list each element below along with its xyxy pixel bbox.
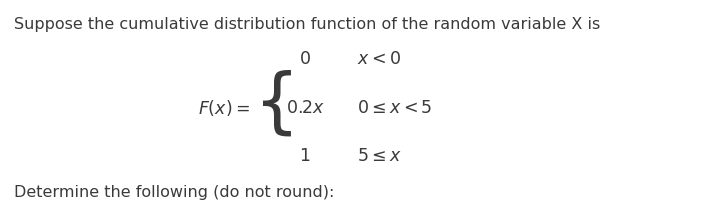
Text: Suppose the cumulative distribution function of the random variable X is: Suppose the cumulative distribution func…: [14, 17, 601, 32]
Text: $F(x) =$: $F(x) =$: [198, 98, 250, 118]
Text: $1$: $1$: [299, 147, 311, 165]
Text: $5 \leq x$: $5 \leq x$: [357, 147, 402, 165]
Text: $x < 0$: $x < 0$: [357, 50, 401, 68]
Text: $0.2x$: $0.2x$: [286, 99, 325, 116]
Text: $\{$: $\{$: [253, 68, 292, 138]
Text: $0 \leq x < 5$: $0 \leq x < 5$: [357, 99, 433, 116]
Text: Determine the following (do not round):: Determine the following (do not round):: [14, 185, 335, 200]
Text: $0$: $0$: [299, 50, 311, 68]
